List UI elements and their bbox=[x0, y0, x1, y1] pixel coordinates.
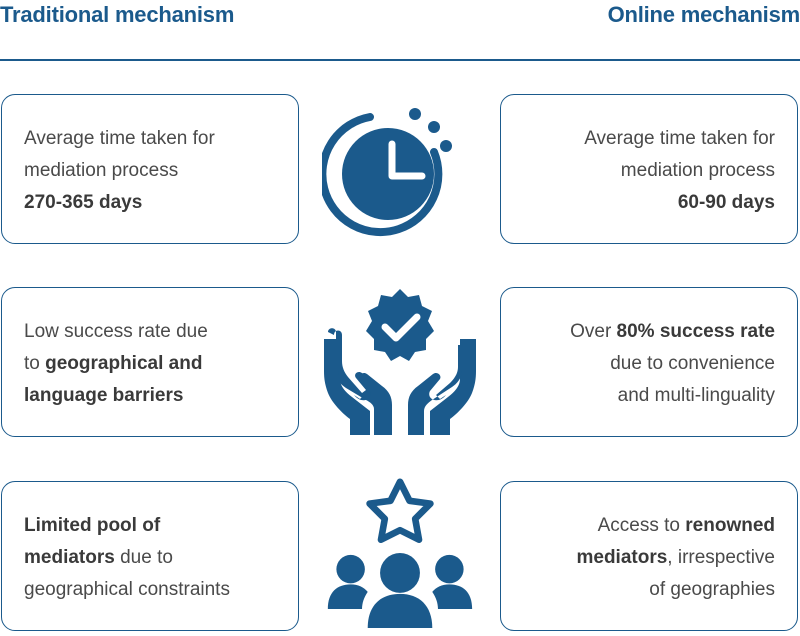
traditional-mechanism-heading: Traditional mechanism bbox=[0, 2, 235, 27]
online-success-card: Over 80% success rate due to convenience… bbox=[500, 287, 798, 437]
card-text: due to bbox=[114, 547, 173, 568]
online-time-card: Average time taken for mediation process… bbox=[500, 94, 798, 244]
group-star-icon bbox=[322, 478, 478, 628]
online-mechanism-heading: Online mechanism bbox=[607, 2, 800, 27]
card-text: due to convenience bbox=[610, 353, 775, 374]
card-highlight: language barriers bbox=[24, 385, 184, 406]
card-highlight: mediators bbox=[576, 547, 668, 568]
card-highlight: 270-365 days bbox=[24, 192, 143, 213]
card-text: geographical constraints bbox=[24, 579, 230, 600]
traditional-time-card: Average time taken for mediation process… bbox=[1, 94, 299, 244]
card-text: mediation process bbox=[24, 160, 179, 181]
card-highlight: 60-90 days bbox=[677, 192, 775, 213]
card-text: mediation process bbox=[620, 160, 775, 181]
online-mediators-card: Access to renowned mediators, irrespecti… bbox=[500, 481, 798, 631]
card-text: to bbox=[24, 353, 46, 374]
traditional-mediators-card: Limited pool of mediators due to geograp… bbox=[1, 481, 299, 631]
card-highlight: renowned bbox=[685, 515, 775, 536]
card-text: , irrespective bbox=[667, 547, 775, 568]
traditional-success-card: Low success rate due to geographical and… bbox=[1, 287, 299, 437]
card-highlight: mediators bbox=[24, 547, 115, 568]
card-text: of geographies bbox=[649, 579, 775, 600]
card-highlight: 80% success rate bbox=[616, 321, 775, 342]
card-text: Access to bbox=[597, 515, 686, 536]
card-text: Average time taken for bbox=[584, 128, 775, 149]
hands-badge-check-icon bbox=[322, 287, 478, 437]
card-text: Average time taken for bbox=[24, 128, 215, 149]
header-divider bbox=[0, 59, 800, 61]
card-text: Low success rate due bbox=[24, 321, 208, 342]
card-highlight: Limited pool of bbox=[24, 515, 161, 536]
card-text: and multi-linguality bbox=[617, 385, 775, 406]
clock-icon bbox=[322, 94, 478, 244]
card-highlight: geographical and bbox=[45, 353, 203, 374]
card-text: Over bbox=[570, 321, 617, 342]
